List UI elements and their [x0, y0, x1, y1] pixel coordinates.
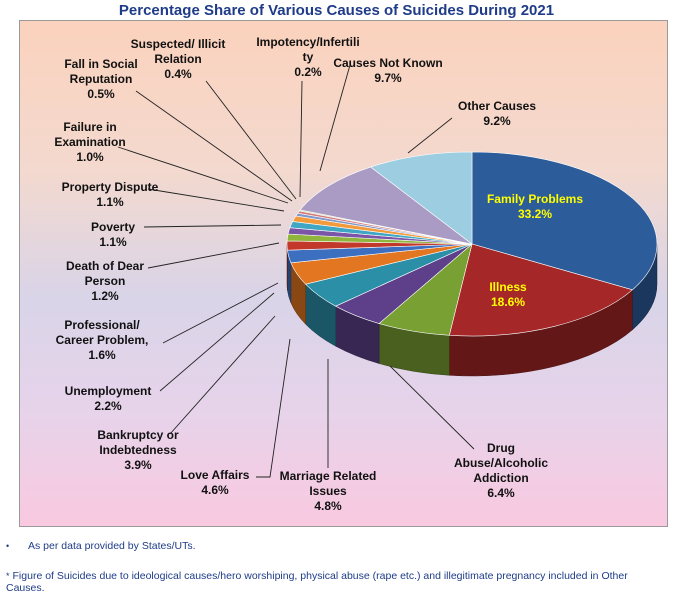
- data-label-unemployment: Unemployment 2.2%: [65, 384, 152, 413]
- data-label-exam: Failure in Examination 1.0%: [54, 120, 125, 164]
- leader-line-impotency: [299, 80, 303, 198]
- data-label-bankruptcy: Bankruptcy or Indebtedness 3.9%: [97, 428, 179, 472]
- leader-line-poverty: [143, 224, 282, 228]
- leader-line-career: [162, 282, 279, 344]
- data-label-property: Property Dispute 1.1%: [62, 180, 159, 209]
- pie-chart: Family Problems 33.2% Illness 18.6% Drug Abus…: [54, 35, 658, 513]
- pie-slice-family: [471, 151, 658, 291]
- leader-lines: [117, 64, 475, 478]
- leader-line-illicit: [205, 80, 297, 200]
- data-source-note: • As per data provided by States/UTs.: [6, 540, 196, 552]
- chart-area: Family Problems 33.2% Illness 18.6% Drug Abus…: [19, 20, 668, 527]
- data-label-family: Family Problems 33.2%: [487, 192, 583, 221]
- data-label-drug: Drug Abuse/Alcoholic Addiction 6.4%: [454, 441, 548, 500]
- pie-slice-illness: [448, 243, 634, 337]
- footnote-marker: *: [6, 571, 10, 581]
- data-label-other: Other Causes 9.2%: [458, 99, 536, 128]
- pie-slice-other: [370, 151, 473, 245]
- bullet-icon: •: [6, 541, 10, 551]
- leader-line-exam: [117, 146, 289, 204]
- data-source-text: As per data provided by States/UTs.: [28, 540, 196, 552]
- pie-slice-unknown: [299, 166, 473, 245]
- leader-line-drug: [389, 365, 475, 450]
- data-label-illness: Illness 18.6%: [489, 280, 527, 309]
- data-label-impotency: Impotency/Infertili ty 0.2%: [256, 35, 359, 79]
- footnote: * Figure of Suicides due to ideological c…: [6, 570, 646, 594]
- data-label-love: Love Affairs 4.6%: [181, 468, 250, 497]
- leader-line-property: [147, 188, 285, 212]
- leader-line-death: [147, 242, 280, 269]
- leader-line-bankruptcy: [169, 315, 276, 435]
- leader-line-love: [256, 338, 291, 478]
- data-label-death: Death of Dear Person 1.2%: [66, 259, 144, 303]
- data-label-unknown: Causes Not Known 9.7%: [333, 56, 442, 85]
- pie-sides: [286, 243, 658, 377]
- leader-line-other: [407, 117, 453, 154]
- page-title: Percentage Share of Various Causes of Su…: [118, 2, 555, 19]
- pie-slices: [286, 151, 658, 337]
- data-label-poverty: Poverty 1.1%: [91, 220, 135, 249]
- leader-line-unemployment: [159, 292, 275, 392]
- data-labels: Family Problems 33.2% Illness 18.6% Drug Abus…: [54, 35, 583, 513]
- data-label-illicit: Suspected/ Illicit Relation 0.4%: [131, 37, 226, 81]
- data-label-career: Professional/Career Problem, 1.6%: [56, 318, 149, 362]
- leader-line-unknown: [319, 64, 351, 172]
- leader-line-reputation: [135, 90, 293, 202]
- data-label-marriage: Marriage Related Issues 4.8%: [280, 469, 377, 513]
- data-label-reputation: Fall in Social Reputation 0.5%: [64, 57, 137, 101]
- footnote-text: Figure of Suicides due to ideological ca…: [6, 570, 628, 594]
